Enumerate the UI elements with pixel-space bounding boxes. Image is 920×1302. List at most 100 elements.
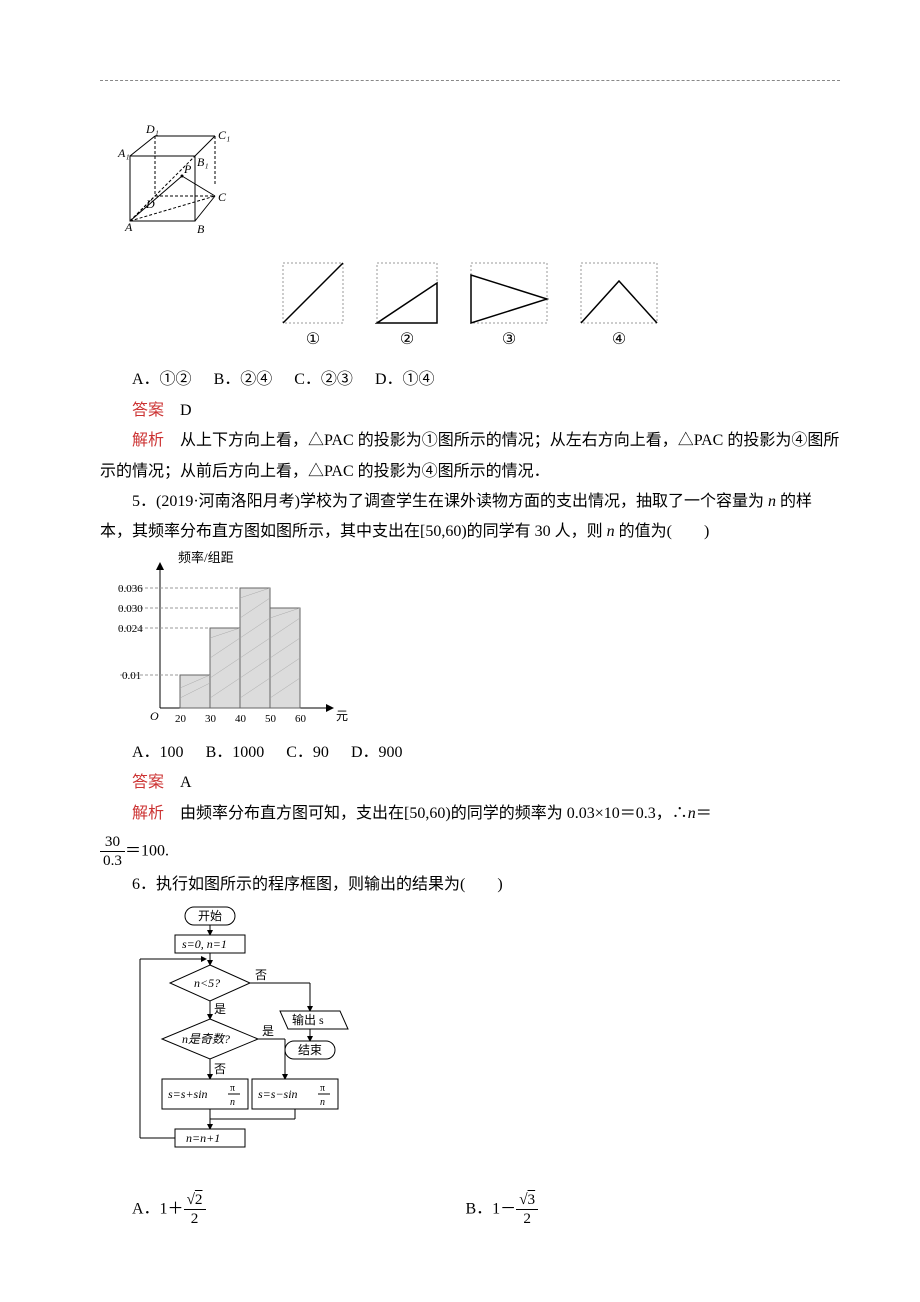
q5-chart: 频率/组距 O 元 0.036 0.030 0.024 0.01 20 30 bbox=[100, 548, 840, 738]
xtick-40: 40 bbox=[235, 713, 247, 725]
histogram-svg: 频率/组距 O 元 0.036 0.030 0.024 0.01 20 30 bbox=[100, 548, 360, 738]
flow-yes2: 是 bbox=[262, 1024, 274, 1038]
label-D: D bbox=[145, 197, 155, 211]
analysis-label: 解析 bbox=[132, 805, 164, 822]
q5-answer-value: A bbox=[180, 774, 192, 791]
q6-A-sqrt: 2 bbox=[195, 1191, 203, 1208]
flow-cond1: n<5? bbox=[194, 976, 220, 990]
q4-analysis: 解析 从上下方向上看，△PAC 的投影为①图所示的情况；从左右方向上看，△PAC… bbox=[100, 426, 840, 487]
q5-opt-B: B．1000 bbox=[206, 738, 265, 768]
label-B1: B₁ bbox=[197, 155, 209, 169]
label-P: P bbox=[183, 162, 192, 176]
chart-xlabel: 元 bbox=[336, 709, 348, 723]
flow-inc: n=n+1 bbox=[186, 1131, 220, 1145]
answer-label: 答案 bbox=[132, 402, 164, 419]
q5-analysis-var: n bbox=[688, 805, 696, 822]
thumb-4 bbox=[579, 261, 659, 325]
flow-plus-pi: π bbox=[230, 1083, 235, 1094]
q4-opt-C: C．②③ bbox=[294, 365, 353, 395]
ytick-030: 0.030 bbox=[118, 603, 143, 615]
q4-opt-D: D．①④ bbox=[375, 365, 435, 395]
q5-var2: n bbox=[607, 523, 615, 540]
cube-svg: A B C D A₁ B₁ C₁ D₁ P bbox=[100, 121, 250, 251]
q5-frac-den: 0.3 bbox=[100, 852, 125, 870]
q5-frac-num: 30 bbox=[100, 833, 125, 852]
q5-options: A．100 B．1000 C．90 D．900 bbox=[132, 738, 840, 768]
flow-yes1: 是 bbox=[214, 1002, 226, 1016]
q4-analysis-text: 从上下方向上看，△PAC 的投影为①图所示的情况；从左右方向上看，△PAC 的投… bbox=[100, 432, 839, 479]
flow-no1: 否 bbox=[255, 968, 267, 982]
q5-eq: ＝ bbox=[696, 805, 712, 822]
flow-plus: s=s+sin bbox=[168, 1087, 208, 1101]
q4-answer-value: D bbox=[180, 402, 192, 419]
label-C: C bbox=[218, 190, 227, 204]
thumb-2 bbox=[375, 261, 439, 325]
label-C1: C₁ bbox=[218, 128, 230, 142]
ytick-036: 0.036 bbox=[118, 583, 143, 595]
q5-stem-end: 的值为( ) bbox=[615, 523, 710, 540]
ytick-024: 0.024 bbox=[118, 623, 143, 635]
q4-answer: 答案 D bbox=[100, 396, 840, 426]
q5-analysis: 解析 由频率分布直方图可知，支出在[50,60)的同学的频率为 0.03×10＝… bbox=[100, 799, 840, 829]
q5-opt-D: D．900 bbox=[351, 738, 403, 768]
xtick-60: 60 bbox=[295, 713, 307, 725]
flow-minus-n: n bbox=[320, 1097, 325, 1108]
q5-stem: 5．(2019·河南洛阳月考)学校为了调查学生在课外读物方面的支出情况，抽取了一… bbox=[100, 487, 840, 548]
flow-cond2: n是奇数? bbox=[182, 1032, 230, 1046]
xtick-30: 30 bbox=[205, 713, 217, 725]
xtick-50: 50 bbox=[265, 713, 277, 725]
q4-opt-B: B．②④ bbox=[214, 365, 273, 395]
analysis-label: 解析 bbox=[132, 432, 164, 449]
q5-result: ＝100. bbox=[125, 842, 169, 859]
q6-A-prefix: A．1＋ bbox=[132, 1200, 184, 1217]
q6-B-sqrt: 3 bbox=[528, 1191, 536, 1208]
q6-opt-B: B．1－ √3 2 bbox=[466, 1191, 539, 1228]
q6-B-prefix: B．1－ bbox=[466, 1200, 517, 1217]
q4-thumbnails: ① ② ③ ④ bbox=[100, 261, 840, 355]
label-B: B bbox=[197, 222, 205, 236]
q6-B-den: 2 bbox=[516, 1210, 538, 1228]
q5-stem-pre: 5．(2019·河南洛阳月考)学校为了调查学生在课外读物方面的支出情况，抽取了一… bbox=[132, 493, 768, 510]
q5-frac: 30 0.3 bbox=[100, 833, 125, 870]
chart-origin: O bbox=[150, 709, 159, 723]
q4-opt-A: A．①② bbox=[132, 365, 192, 395]
q5-answer: 答案 A bbox=[100, 768, 840, 798]
label-A: A bbox=[124, 220, 133, 234]
thumb-4-label: ④ bbox=[579, 325, 659, 355]
q6-B-frac: √3 2 bbox=[516, 1191, 538, 1228]
xtick-20: 20 bbox=[175, 713, 187, 725]
q6-options-row: A．1＋ √2 2 B．1－ √3 2 bbox=[132, 1191, 840, 1228]
thumb-1 bbox=[281, 261, 345, 325]
q6-stem: 6．执行如图所示的程序框图，则输出的结果为( ) bbox=[100, 870, 840, 900]
thumb-1-label: ① bbox=[281, 325, 345, 355]
q4-options: A．①② B．②④ C．②③ D．①④ bbox=[132, 365, 840, 395]
thumb-2-label: ② bbox=[375, 325, 439, 355]
q6-opt-A: A．1＋ √2 2 bbox=[132, 1191, 206, 1228]
ytick-01: 0.01 bbox=[122, 670, 141, 682]
flow-end: 结束 bbox=[298, 1043, 322, 1057]
flow-output: 输出 s bbox=[292, 1012, 324, 1027]
answer-label: 答案 bbox=[132, 774, 164, 791]
thumb-3-label: ③ bbox=[469, 325, 549, 355]
q6-A-frac: √2 2 bbox=[184, 1191, 206, 1228]
flow-no2: 否 bbox=[214, 1062, 226, 1076]
flow-minus-pi: π bbox=[320, 1083, 325, 1094]
page-divider bbox=[100, 80, 840, 81]
label-D1: D₁ bbox=[145, 122, 159, 136]
q6-A-den: 2 bbox=[184, 1210, 206, 1228]
flow-plus-n: n bbox=[230, 1097, 235, 1108]
q4-cube-figure: A B C D A₁ B₁ C₁ D₁ P bbox=[100, 121, 840, 251]
flow-init: s=0, n=1 bbox=[182, 937, 227, 951]
flow-start: 开始 bbox=[198, 909, 222, 923]
flow-minus: s=s−sin bbox=[258, 1087, 298, 1101]
q5-opt-C: C．90 bbox=[286, 738, 329, 768]
chart-ylabel: 频率/组距 bbox=[178, 550, 234, 565]
thumb-3 bbox=[469, 261, 549, 325]
q5-analysis-pre: 由频率分布直方图可知，支出在[50,60)的同学的频率为 0.03×10＝0.3… bbox=[180, 805, 688, 822]
q5-frac-line: 30 0.3 ＝100. bbox=[100, 833, 840, 870]
q6-flowchart: 开始 s=0, n=1 n<5? 否 是 输出 s 结束 n是奇数? 是 否 s… bbox=[100, 901, 840, 1191]
q5-var1: n bbox=[768, 493, 776, 510]
flowchart-svg: 开始 s=0, n=1 n<5? 否 是 输出 s 结束 n是奇数? 是 否 s… bbox=[100, 901, 360, 1191]
q5-opt-A: A．100 bbox=[132, 738, 184, 768]
label-A1: A₁ bbox=[117, 146, 130, 160]
